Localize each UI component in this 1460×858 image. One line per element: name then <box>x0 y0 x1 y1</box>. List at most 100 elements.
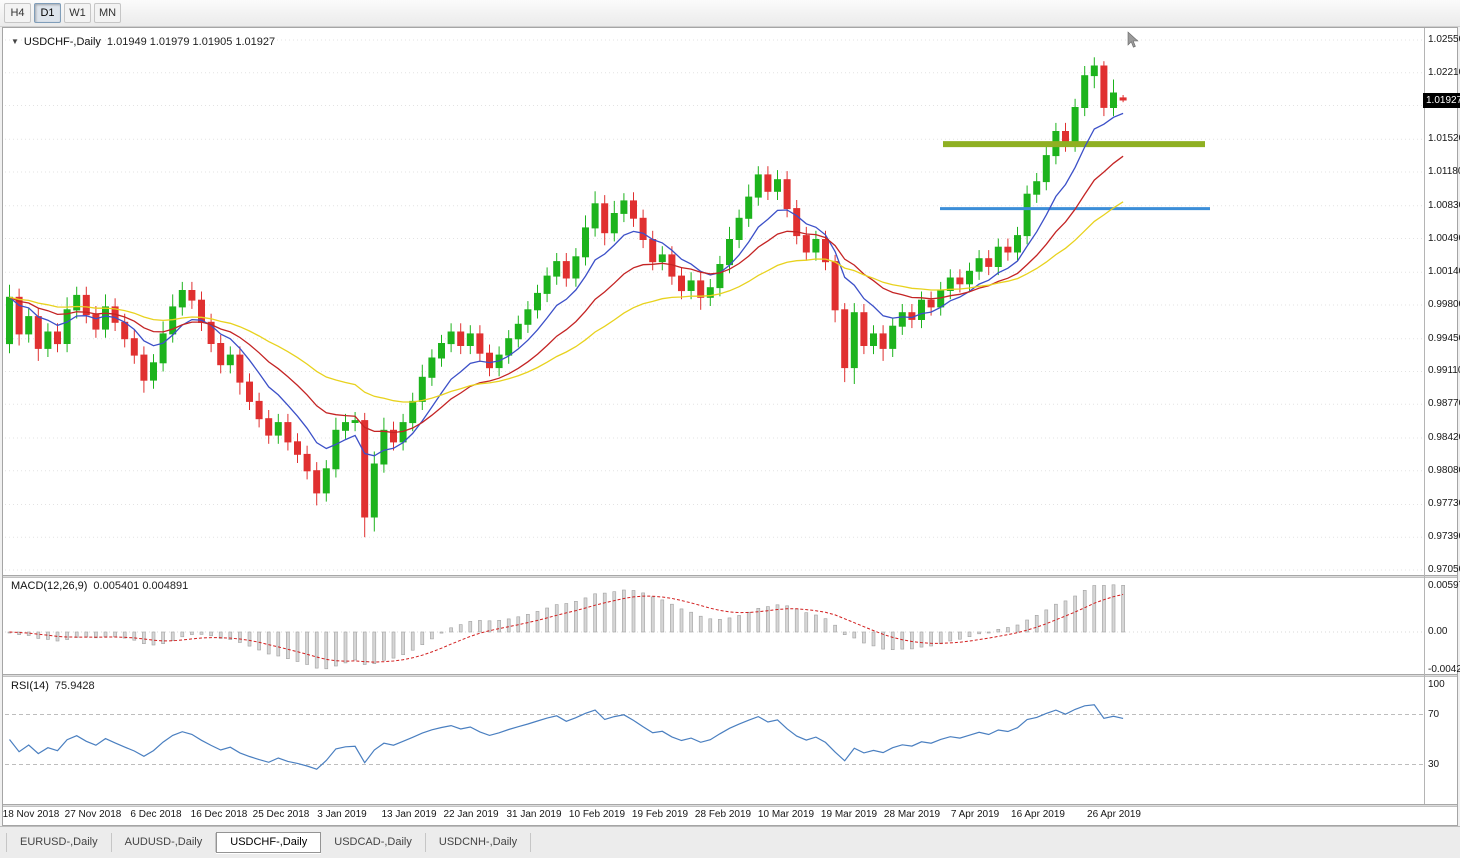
tab-usdchf-daily[interactable]: USDCHF-,Daily <box>216 832 322 853</box>
candle-body-up <box>514 323 522 340</box>
candle-body-up <box>582 227 589 258</box>
candle-body-up <box>342 422 349 431</box>
macd-histogram-bar <box>247 631 252 647</box>
symbol-title: USDCHF-,Daily <box>23 36 101 48</box>
tab-usdcnh-daily[interactable]: USDCNH-,Daily <box>426 833 532 852</box>
candle-body-up <box>716 264 724 289</box>
macd-signal-line <box>9 593 1124 663</box>
candle-body-up <box>150 362 157 381</box>
candle-body-up <box>1033 181 1041 195</box>
mouse-cursor-icon <box>1127 31 1139 48</box>
macd-histogram-bar <box>1063 600 1068 633</box>
candle-body-down <box>1100 65 1108 108</box>
macd-panel-canvas[interactable] <box>5 578 1424 674</box>
candle-body-down <box>92 314 100 330</box>
candle-body-down <box>841 309 849 369</box>
rsi-panel-canvas[interactable] <box>5 677 1424 804</box>
candle-body-up <box>553 261 561 277</box>
candle-body-down <box>390 429 397 443</box>
macd-histogram-bar <box>929 631 933 647</box>
macd-histogram-bar <box>478 620 482 633</box>
candle-body-up <box>975 258 983 272</box>
tab-audusd-daily[interactable]: AUDUSD-,Daily <box>112 833 217 852</box>
macd-histogram-bar <box>382 631 386 661</box>
candle-body-up <box>6 296 13 345</box>
macd-histogram-bar <box>977 631 981 635</box>
macd-histogram-bar <box>727 617 732 633</box>
chart-symbol-header: ▼ USDCHF-,Daily 1.01949 1.01979 1.01905 1.… <box>11 36 275 48</box>
candle-body-up <box>418 376 426 402</box>
tab-eurusd-daily[interactable]: EURUSD-,Daily <box>6 833 112 852</box>
candle-body-down <box>697 280 705 298</box>
candle-body-up <box>898 312 906 327</box>
timeframe-button-mn[interactable]: MN <box>94 3 121 23</box>
candle-body-up <box>745 196 753 219</box>
time-axis-label: 31 Jan 2019 <box>506 809 562 820</box>
macd-histogram-bar <box>218 631 223 639</box>
macd-histogram-bar <box>257 631 261 651</box>
price-axis-label: 1.02210 <box>1428 67 1460 78</box>
price-axis-label: 1.01520 <box>1428 133 1460 144</box>
macd-histogram-bar <box>574 600 578 633</box>
candle-body-up <box>25 316 33 335</box>
candle-body-up <box>44 331 52 349</box>
candle-body-down <box>265 418 273 436</box>
time-axis-label: 10 Mar 2019 <box>757 809 815 820</box>
timeframe-button-d1[interactable]: D1 <box>34 3 61 23</box>
candle-body-up <box>774 179 781 192</box>
macd-histogram-bar <box>190 631 194 635</box>
macd-histogram-bar <box>142 631 146 644</box>
macd-histogram-bar <box>161 631 165 644</box>
main-price-chart-canvas[interactable] <box>5 30 1424 575</box>
candle-body-up <box>735 217 743 241</box>
rsi-line <box>9 704 1124 770</box>
price-axis-label: 1.01180 <box>1428 166 1460 177</box>
candle-body-down <box>822 239 829 263</box>
tab-usdcad-daily[interactable]: USDCAD-,Daily <box>321 833 426 852</box>
macd-histogram-bar <box>420 631 425 645</box>
macd-histogram-bar <box>1111 584 1116 633</box>
time-axis-label: 16 Apr 2019 <box>1011 809 1065 820</box>
candle-body-up <box>870 333 877 346</box>
macd-histogram-bar <box>334 631 338 667</box>
candle-body-down <box>246 381 253 402</box>
macd-axis-label: 0.00 <box>1428 626 1448 637</box>
chart-collapse-icon[interactable]: ▼ <box>11 37 19 46</box>
candle-body-down <box>1119 97 1127 101</box>
time-axis-label: 22 Jan 2019 <box>443 809 499 820</box>
macd-histogram-bar <box>708 618 713 633</box>
symbol-tab-bar: EURUSD-,Daily AUDUSD-,Daily USDCHF-,Dail… <box>0 826 1460 858</box>
candle-body-down <box>956 277 964 285</box>
macd-histogram-bar <box>122 631 127 639</box>
macd-histogram-bar <box>593 593 597 633</box>
macd-histogram-bar <box>410 631 415 651</box>
time-axis-label: 10 Feb 2019 <box>568 809 626 820</box>
timeframe-button-h4[interactable]: H4 <box>4 3 31 23</box>
macd-histogram-bar <box>679 608 684 633</box>
time-axis-label: 13 Jan 2019 <box>381 809 437 820</box>
fast-ma-line <box>9 112 1124 457</box>
macd-histogram-bar <box>938 631 943 645</box>
candle-body-down <box>207 321 215 344</box>
panel-splitter-main-macd[interactable] <box>3 575 1457 578</box>
candle-body-up <box>178 290 186 308</box>
macd-title: MACD(12,26,9) <box>11 580 88 592</box>
macd-histogram-bar <box>506 618 511 633</box>
candle-body-up <box>610 213 618 234</box>
macd-histogram-bar <box>1044 609 1049 633</box>
timeframe-button-w1[interactable]: W1 <box>64 3 91 23</box>
macd-histogram-bar <box>26 631 31 636</box>
macd-histogram-bar <box>46 631 50 640</box>
candle-body-up <box>812 239 820 253</box>
macd-histogram-bar <box>151 631 156 646</box>
macd-histogram-bar <box>113 631 117 638</box>
macd-histogram-bar <box>804 612 809 633</box>
macd-histogram-bar <box>871 631 876 647</box>
panel-splitter-macd-rsi[interactable] <box>3 674 1457 677</box>
macd-histogram-bar <box>718 618 722 633</box>
candle-body-down <box>198 299 205 323</box>
macd-histogram-bar <box>670 603 674 633</box>
